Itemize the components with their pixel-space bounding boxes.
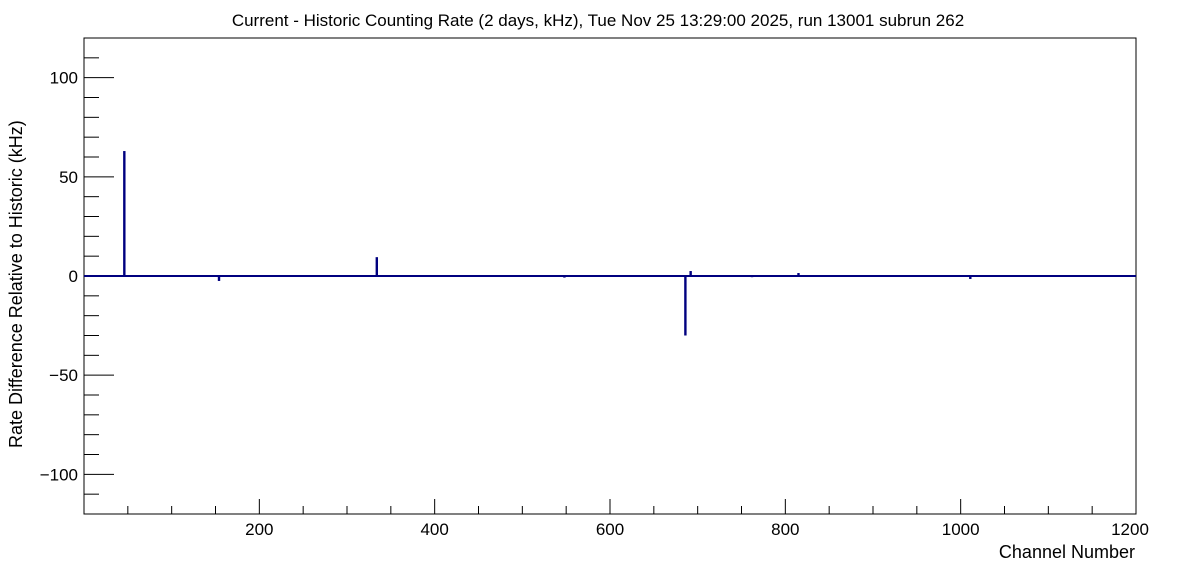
data-bar (465, 275, 468, 277)
data-bar (293, 275, 296, 277)
data-bar (244, 275, 248, 277)
data-bar (348, 275, 351, 277)
data-bar (205, 275, 208, 277)
data-bar (593, 275, 597, 277)
chart-title: Current - Historic Counting Rate (2 days… (232, 11, 964, 30)
data-bar (1038, 275, 1041, 277)
data-bar (563, 276, 566, 278)
y-tick-label: −50 (49, 366, 78, 385)
data-bar (389, 275, 393, 277)
data-bar (408, 275, 412, 277)
x-tick-label: 400 (420, 520, 448, 539)
data-bar (158, 275, 161, 277)
y-tick-label: 0 (69, 267, 78, 286)
data-bar (969, 276, 972, 279)
data-bar (770, 275, 774, 277)
data-bar (217, 276, 221, 281)
data-bar (750, 276, 754, 278)
data-bar (317, 275, 321, 277)
data-bar (146, 275, 150, 277)
data-bar (684, 276, 687, 336)
data-bar (117, 275, 121, 277)
x-axis-label: Channel Number (999, 542, 1135, 562)
data-bar (230, 275, 233, 277)
data-bar (797, 273, 800, 276)
x-tick-label: 1200 (1111, 520, 1149, 539)
x-axis: 200 400 600 800 1000 1200 (127, 499, 1149, 539)
x-tick-label: 1000 (942, 520, 980, 539)
data-bars (117, 151, 1129, 336)
data-bar (375, 257, 379, 276)
data-bar (943, 275, 947, 277)
y-tick-label: 100 (50, 69, 78, 88)
x-tick-label: 800 (771, 520, 799, 539)
y-axis-label: Rate Difference Relative to Historic (kH… (6, 120, 26, 448)
y-tick-label: 50 (59, 168, 78, 187)
data-bar (1126, 275, 1129, 277)
x-tick-label: 600 (596, 520, 624, 539)
data-bar (623, 275, 627, 277)
data-bar (689, 271, 692, 276)
data-bar (1115, 275, 1118, 277)
x-tick-label: 200 (245, 520, 273, 539)
data-bar (123, 151, 126, 276)
y-tick-label: −100 (40, 465, 78, 484)
data-bar (937, 275, 940, 277)
